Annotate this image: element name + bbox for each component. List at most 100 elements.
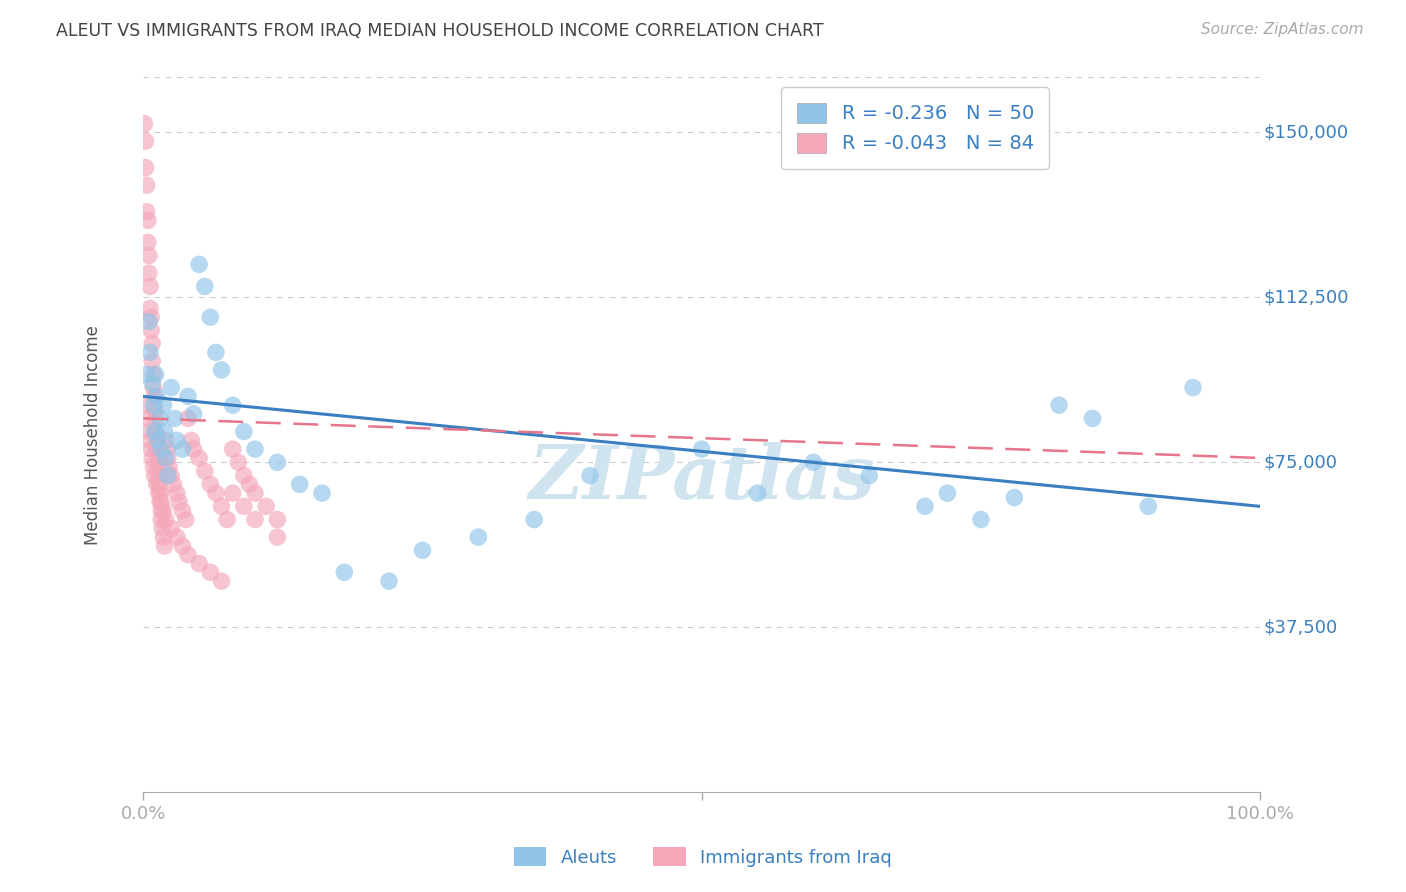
Point [142, 459, 165, 474]
Point [183, 407, 205, 421]
Point [150, 512, 173, 526]
Point [166, 486, 188, 500]
Point [232, 425, 254, 439]
Point [1182, 380, 1205, 394]
Text: ALEUT VS IMMIGRANTS FROM IRAQ MEDIAN HOUSEHOLD INCOME CORRELATION CHART: ALEUT VS IMMIGRANTS FROM IRAQ MEDIAN HOU… [56, 22, 824, 40]
Point [155, 434, 177, 448]
Point [162, 477, 184, 491]
Point [160, 468, 183, 483]
Point [135, 161, 157, 175]
Point [188, 557, 211, 571]
Point [149, 411, 172, 425]
Point [221, 398, 243, 412]
Point [333, 566, 356, 580]
Point [266, 530, 288, 544]
Point [217, 512, 239, 526]
Point [146, 434, 169, 448]
Point [172, 442, 194, 457]
Text: Source: ZipAtlas.com: Source: ZipAtlas.com [1201, 22, 1364, 37]
Point [146, 450, 169, 465]
Point [149, 486, 172, 500]
Point [150, 495, 173, 509]
Point [135, 204, 157, 219]
Point [467, 530, 489, 544]
Point [1081, 411, 1104, 425]
Point [136, 411, 159, 425]
Point [167, 495, 190, 509]
Point [266, 455, 288, 469]
Point [243, 512, 266, 526]
Legend: Aleuts, Immigrants from Iraq: Aleuts, Immigrants from Iraq [506, 840, 900, 874]
Text: ZIPatlas: ZIPatlas [529, 442, 875, 514]
Legend: R = -0.236   N = 50, R = -0.043   N = 84: R = -0.236 N = 50, R = -0.043 N = 84 [782, 87, 1049, 169]
Point [155, 512, 177, 526]
Point [166, 530, 188, 544]
Point [211, 574, 233, 588]
Point [145, 434, 167, 448]
Point [156, 442, 179, 457]
Point [523, 512, 546, 526]
Point [232, 468, 254, 483]
Point [188, 450, 211, 465]
Point [194, 279, 217, 293]
Point [138, 249, 160, 263]
Point [143, 425, 166, 439]
Point [135, 134, 157, 148]
Point [177, 548, 200, 562]
Point [188, 257, 211, 271]
Point [177, 411, 200, 425]
Point [232, 500, 254, 514]
Point [141, 323, 163, 337]
Text: $150,000: $150,000 [1264, 123, 1348, 142]
Point [141, 450, 163, 465]
Point [211, 500, 233, 514]
Point [152, 398, 174, 412]
Point [1137, 500, 1160, 514]
Point [148, 468, 170, 483]
Point [288, 477, 311, 491]
Point [200, 566, 222, 580]
Point [138, 315, 160, 329]
Text: $112,500: $112,500 [1264, 288, 1348, 306]
Point [153, 425, 176, 439]
Point [150, 521, 173, 535]
Point [135, 178, 157, 193]
Point [858, 468, 880, 483]
Point [135, 368, 157, 382]
Point [180, 434, 202, 448]
Point [172, 504, 194, 518]
Point [145, 425, 167, 439]
Point [145, 477, 167, 491]
Point [412, 543, 434, 558]
Point [266, 512, 288, 526]
Point [142, 380, 165, 394]
Text: $37,500: $37,500 [1264, 618, 1337, 636]
Point [238, 477, 260, 491]
Point [226, 455, 249, 469]
Point [143, 389, 166, 403]
Point [936, 486, 959, 500]
Point [145, 442, 167, 457]
Point [221, 486, 243, 500]
Point [138, 425, 160, 439]
Point [747, 486, 769, 500]
Point [135, 398, 157, 412]
Point [243, 442, 266, 457]
Text: Median Household Income: Median Household Income [84, 325, 103, 545]
Point [142, 368, 165, 382]
Point [579, 468, 602, 483]
Point [141, 310, 163, 325]
Point [194, 464, 217, 478]
Point [142, 398, 165, 412]
Point [148, 477, 170, 491]
Point [177, 389, 200, 403]
Point [183, 442, 205, 457]
Point [378, 574, 401, 588]
Point [148, 486, 170, 500]
Point [200, 310, 222, 325]
Point [143, 402, 166, 417]
Point [155, 450, 177, 465]
Point [690, 442, 713, 457]
Point [157, 459, 180, 474]
Point [160, 380, 183, 394]
